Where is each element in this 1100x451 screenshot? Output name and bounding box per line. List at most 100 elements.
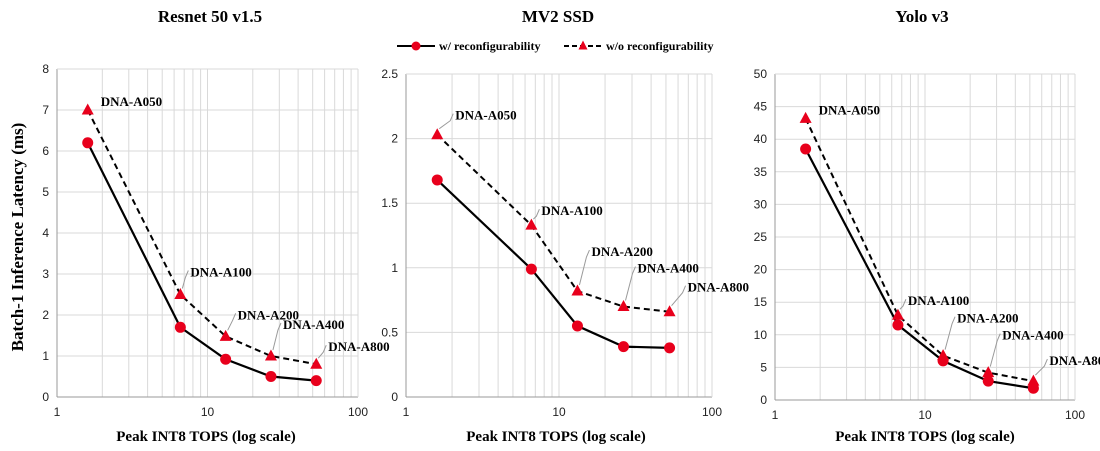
annotation-leader-line bbox=[989, 333, 1001, 367]
y-tick-label: 2 bbox=[42, 308, 49, 322]
data-point-with-reconfigurability bbox=[82, 137, 94, 149]
x-tick-label: 1 bbox=[772, 408, 779, 422]
x-axis-label: Peak INT8 TOPS (log scale) bbox=[466, 429, 645, 445]
data-point-with-reconfigurability bbox=[800, 143, 812, 155]
chart-title: Yolo v3 bbox=[895, 7, 948, 26]
x-tick-label: 100 bbox=[348, 405, 368, 419]
series-line-without-reconfigurability bbox=[436, 134, 670, 313]
x-tick-label: 10 bbox=[552, 405, 566, 419]
data-point-without-reconfigurability bbox=[310, 357, 323, 369]
y-tick-label: 0.5 bbox=[381, 325, 398, 339]
series-line-with-reconfigurability bbox=[86, 142, 317, 382]
x-tick-label: 100 bbox=[702, 405, 722, 419]
data-point-without-reconfigurability bbox=[219, 329, 232, 341]
legend-label-with: w/ reconfigurability bbox=[439, 39, 540, 53]
annotation-leader-line bbox=[1035, 358, 1048, 376]
data-label-annotation: DNA-A800 bbox=[1049, 353, 1100, 368]
data-label-annotation: DNA-A200 bbox=[591, 244, 652, 259]
y-tick-label: 0 bbox=[391, 390, 398, 404]
chart-title: MV2 SSD bbox=[522, 7, 594, 26]
data-label-annotation: DNA-A200 bbox=[238, 307, 299, 322]
data-point-without-reconfigurability bbox=[525, 218, 538, 230]
y-axis-label: Batch-1 Inference Latency (ms) bbox=[8, 123, 27, 352]
data-point-without-reconfigurability bbox=[663, 305, 676, 317]
annotation-leader-line bbox=[899, 299, 907, 310]
data-point-with-reconfigurability bbox=[174, 321, 186, 333]
annotation-leader-line bbox=[438, 113, 454, 130]
annotation-leader-line bbox=[317, 345, 327, 359]
y-tick-label: 1 bbox=[391, 261, 398, 275]
annotation-leader-line bbox=[671, 285, 687, 307]
x-tick-label: 100 bbox=[1065, 408, 1085, 422]
legend-marker-with bbox=[411, 41, 421, 51]
data-point-with-reconfigurability bbox=[618, 341, 630, 353]
y-tick-label: 15 bbox=[754, 295, 768, 309]
y-tick-label: 40 bbox=[754, 132, 768, 146]
annotation-leader-line bbox=[181, 270, 189, 289]
annotation-leader-line bbox=[533, 208, 540, 220]
data-point-without-reconfigurability bbox=[264, 349, 277, 361]
y-tick-label: 35 bbox=[754, 165, 768, 179]
data-point-with-reconfigurability bbox=[571, 320, 583, 332]
y-tick-label: 7 bbox=[42, 103, 49, 117]
annotation-leader-line bbox=[625, 266, 636, 301]
y-tick-label: 4 bbox=[42, 226, 49, 240]
y-tick-label: 1 bbox=[42, 349, 49, 363]
y-tick-label: 45 bbox=[754, 100, 768, 114]
data-label-annotation: DNA-A100 bbox=[190, 265, 251, 280]
chart-panel-mv2-ssd: 0 0.5 1 1.5 2 2.5 1 10 100 MV2 SSD Peak INT8 TOPS … bbox=[381, 7, 749, 445]
legend: w/ reconfigurability w/o reconfigurabili… bbox=[397, 39, 713, 53]
x-tick-label: 10 bbox=[201, 405, 215, 419]
series-line-without-reconfigurability bbox=[86, 109, 317, 366]
data-label-annotation: DNA-A400 bbox=[1002, 328, 1063, 343]
data-point-without-reconfigurability bbox=[799, 111, 812, 123]
data-point-without-reconfigurability bbox=[891, 308, 904, 320]
y-tick-label: 0 bbox=[760, 393, 767, 407]
data-point-with-reconfigurability bbox=[892, 319, 904, 331]
data-label-annotation: DNA-A800 bbox=[688, 280, 749, 295]
y-tick-label: 2.5 bbox=[381, 67, 398, 81]
series-line-with-reconfigurability bbox=[804, 148, 1034, 390]
annotation-leader-line bbox=[578, 249, 590, 286]
data-point-without-reconfigurability bbox=[982, 366, 995, 378]
data-point-without-reconfigurability bbox=[1027, 374, 1040, 386]
y-tick-label: 25 bbox=[754, 230, 768, 244]
data-point-without-reconfigurability bbox=[81, 103, 94, 115]
x-axis-label: Peak INT8 TOPS (log scale) bbox=[835, 429, 1014, 445]
annotation-leader-line bbox=[227, 313, 237, 331]
x-tick-label: 1 bbox=[403, 405, 410, 419]
legend-label-without: w/o reconfigurability bbox=[606, 39, 713, 53]
data-label-annotation: DNA-A800 bbox=[328, 339, 389, 354]
x-tick-label: 1 bbox=[54, 405, 61, 419]
y-tick-label: 8 bbox=[42, 62, 49, 76]
data-label-annotation: DNA-A050 bbox=[455, 108, 516, 123]
y-tick-label: 0 bbox=[42, 390, 49, 404]
data-point-without-reconfigurability bbox=[431, 128, 444, 140]
data-point-with-reconfigurability bbox=[310, 375, 322, 387]
data-label-annotation: DNA-A050 bbox=[819, 102, 880, 117]
data-point-without-reconfigurability bbox=[617, 300, 630, 312]
x-tick-label: 10 bbox=[918, 408, 932, 422]
data-label-annotation: DNA-A100 bbox=[908, 293, 969, 308]
y-tick-label: 1.5 bbox=[381, 196, 398, 210]
data-point-with-reconfigurability bbox=[982, 375, 994, 387]
legend-marker-without bbox=[578, 40, 588, 50]
data-point-with-reconfigurability bbox=[525, 263, 537, 275]
y-tick-label: 3 bbox=[42, 267, 49, 281]
chart-title: Resnet 50 v1.5 bbox=[158, 7, 262, 26]
data-label-annotation: DNA-A200 bbox=[957, 311, 1018, 326]
y-tick-label: 5 bbox=[760, 360, 767, 374]
annotation-leader-line bbox=[944, 316, 956, 350]
data-point-with-reconfigurability bbox=[431, 174, 443, 186]
data-point-with-reconfigurability bbox=[664, 342, 676, 354]
data-label-annotation: DNA-A400 bbox=[638, 261, 699, 276]
data-point-without-reconfigurability bbox=[571, 284, 584, 296]
data-label-annotation: DNA-A100 bbox=[541, 203, 602, 218]
y-tick-label: 2 bbox=[391, 132, 398, 146]
y-tick-label: 5 bbox=[42, 185, 49, 199]
y-tick-label: 20 bbox=[754, 263, 768, 277]
chart-panel-yolo-v3: 0 5 10 15 20 25 30 35 40 45 50 1 10 100 Yolo v3 Peak IN… bbox=[754, 7, 1100, 445]
data-label-annotation: DNA-A400 bbox=[283, 317, 344, 332]
series-line-without-reconfigurability bbox=[804, 117, 1034, 383]
